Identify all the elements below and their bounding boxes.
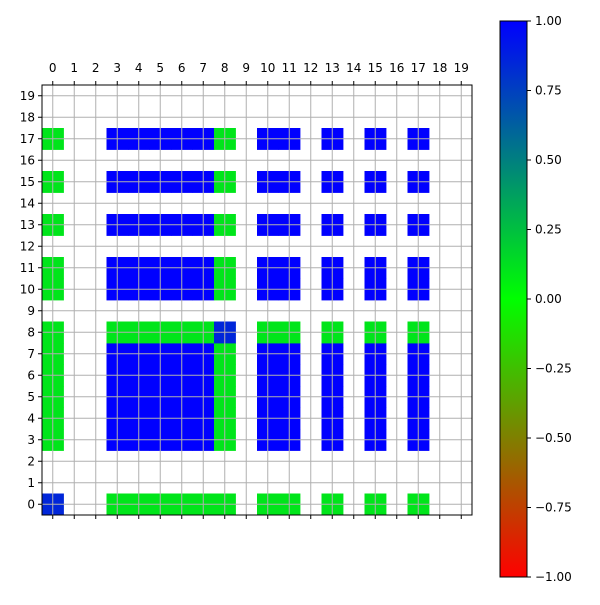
x-tick-label: 14 [346, 61, 361, 75]
y-tick-label: 4 [27, 411, 35, 425]
y-tick-label: 8 [27, 325, 35, 339]
x-tick-label: 4 [135, 61, 143, 75]
colorbar [499, 20, 528, 578]
heatmap-cells [42, 128, 430, 516]
x-tick-label: 3 [113, 61, 121, 75]
colorbar-tick-label: 1.00 [535, 14, 562, 28]
y-tick-label: 2 [27, 454, 35, 468]
x-tick-label: 0 [49, 61, 57, 75]
y-tick-label: 0 [27, 497, 35, 511]
y-tick-label: 14 [20, 196, 35, 210]
x-tick-label: 18 [432, 61, 447, 75]
x-tick-label: 5 [156, 61, 164, 75]
y-tick-label: 6 [27, 368, 35, 382]
x-tick-label: 6 [178, 61, 186, 75]
x-tick-label: 11 [282, 61, 297, 75]
y-tick-label: 9 [27, 304, 35, 318]
colorbar-tick-label: −0.50 [535, 431, 572, 445]
colorbar-tick-label: 0.25 [535, 223, 562, 237]
y-tick-label: 11 [20, 261, 35, 275]
x-tick-label: 13 [325, 61, 340, 75]
y-tick-label: 1 [27, 476, 35, 490]
colorbar-tick-label: −0.25 [535, 362, 572, 376]
x-tick-label: 15 [368, 61, 383, 75]
y-tick-label: 7 [27, 347, 35, 361]
x-tick-label: 9 [242, 61, 250, 75]
colorbar-tick-label: −1.00 [535, 570, 572, 584]
plot-frame [41, 84, 473, 516]
y-tick-label: 17 [20, 132, 35, 146]
x-tick-label: 1 [70, 61, 78, 75]
y-tick-label: 18 [20, 110, 35, 124]
x-axis-ticks: 0 1 2 3 4 5 6 7 8 9 10 11 12 13 14 15 16 17 18 19 [49, 61, 469, 519]
y-tick-label: 13 [20, 218, 35, 232]
y-tick-label: 12 [20, 239, 35, 253]
x-tick-label: 10 [260, 61, 275, 75]
x-tick-label: 16 [389, 61, 404, 75]
x-tick-label: 7 [199, 61, 207, 75]
y-tick-label: 10 [20, 282, 35, 296]
colorbar-tick-label: −0.75 [535, 501, 572, 515]
x-tick-label: 19 [454, 61, 469, 75]
x-tick-label: 8 [221, 61, 229, 75]
grid-lines [42, 85, 472, 515]
colorbar-tick-label: 0.50 [535, 153, 562, 167]
y-tick-label: 3 [27, 433, 35, 447]
y-tick-label: 16 [20, 153, 35, 167]
x-tick-label: 2 [92, 61, 100, 75]
x-tick-label: 17 [411, 61, 426, 75]
colorbar-ticks: 1.00 0.75 0.50 0.25 0.00 −0.25 −0.50 −0.75 −1.00 [527, 14, 572, 584]
colorbar-tick-label: 0.75 [535, 84, 562, 98]
y-tick-label: 19 [20, 89, 35, 103]
y-tick-label: 15 [20, 175, 35, 189]
x-tick-label: 12 [303, 61, 318, 75]
y-tick-label: 5 [27, 390, 35, 404]
colorbar-tick-label: 0.00 [535, 292, 562, 306]
